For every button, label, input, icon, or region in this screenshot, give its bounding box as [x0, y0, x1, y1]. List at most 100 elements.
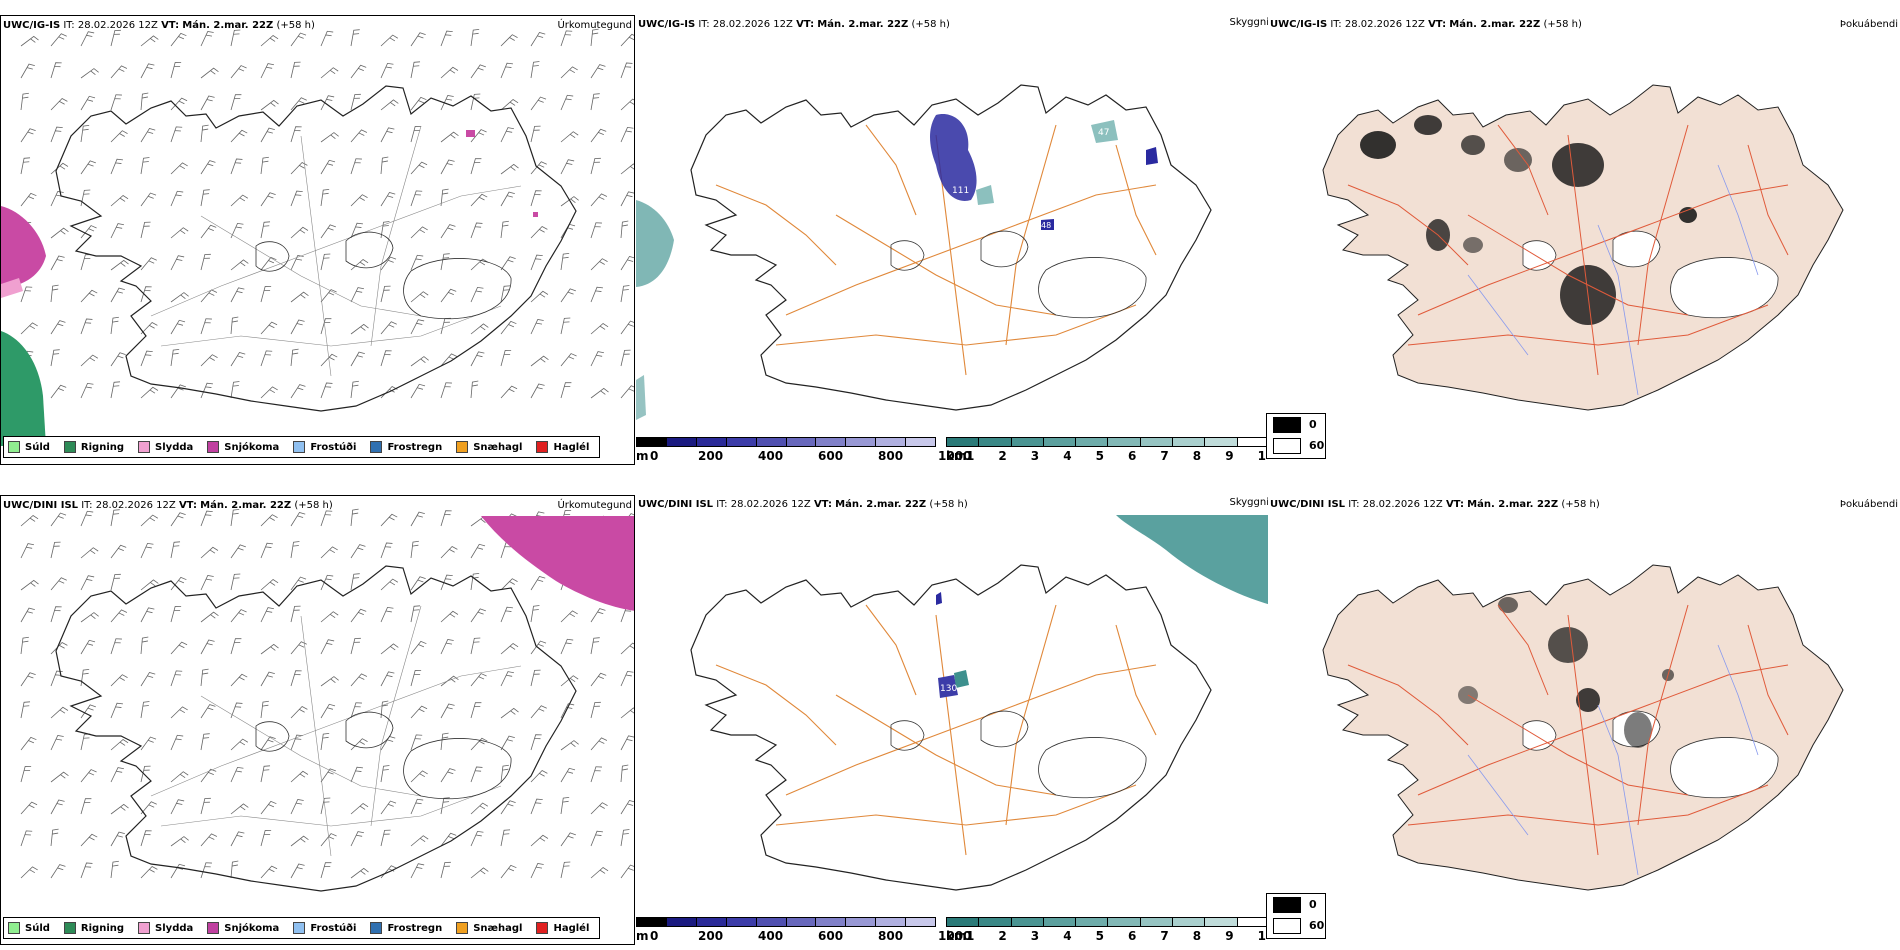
wind-barb: [500, 578, 518, 591]
fog-map-top: [1322, 84, 1844, 411]
wind-barb: [200, 833, 218, 847]
wind-barb: [260, 736, 276, 751]
wind-barb: [350, 508, 359, 527]
wind-barb: [320, 224, 336, 239]
wind-barb: [560, 353, 577, 367]
wind-barb: [200, 733, 210, 751]
wind-barb: [110, 259, 129, 271]
wind-barb: [50, 864, 66, 879]
wind-barb: [620, 642, 634, 655]
wind-barb: [410, 226, 428, 239]
wind-barb: [530, 705, 547, 719]
fog-panel-top: UWC/IG-IS IT: 28.02.2026 12Z VT: Mán. 2.…: [1268, 15, 1900, 465]
wind-barb: [350, 194, 368, 207]
wind-barb: [500, 127, 514, 143]
wind-barb: [50, 33, 67, 47]
panel-header: UWC/IG-IS IT: 28.02.2026 12Z VT: Mán. 2.…: [638, 19, 950, 30]
cloud-base-cell: [846, 438, 877, 446]
wind-barb: [560, 382, 572, 399]
precip-legend-swatch: [293, 441, 306, 453]
wind-barb: [50, 541, 61, 559]
it-value: 28.02.2026 12Z: [77, 20, 158, 31]
wind-barb: [560, 740, 579, 751]
cloud-base-tick-label: 600: [818, 449, 844, 463]
wind-barb: [500, 764, 509, 783]
wind-barb: [560, 317, 571, 335]
wind-barb: [200, 354, 218, 367]
wind-barb: [440, 510, 452, 527]
cloud-base-colorbar: m 0 200 400 600 800 1000: [636, 437, 971, 465]
wind-barb: [80, 31, 95, 47]
wind-barb: [140, 286, 152, 303]
cloud-base-tick-label: 0: [650, 449, 659, 463]
wind-barb: [530, 669, 541, 687]
wind-barb: [110, 94, 122, 111]
cloud-base-cells: [636, 437, 936, 447]
precip-panel-bottom: UWC/DINI ISL IT: 28.02.2026 12Z VT: Mán.…: [0, 495, 635, 945]
wind-barb: [290, 126, 302, 143]
precip-legend-item: Slydda: [138, 922, 193, 934]
wind-barb: [170, 771, 189, 783]
wind-barb: [230, 860, 239, 879]
lead-time: (+58 h): [1543, 19, 1582, 30]
panel-header: UWC/IG-IS IT: 28.02.2026 12Z VT: Mán. 2.…: [3, 20, 315, 31]
precip-legend-label: Snæhagl: [473, 441, 523, 453]
wind-barb: [170, 32, 187, 47]
precip-legend-label: Snæhagl: [473, 922, 523, 934]
wind-barb: [80, 318, 93, 335]
wind-barb: [110, 803, 129, 815]
wind-barb: [200, 160, 216, 175]
wind-barb: [260, 192, 276, 207]
precip-legend-swatch: [456, 922, 469, 934]
wind-barb: [620, 829, 630, 847]
visibility-tick-label: 5: [1095, 449, 1104, 463]
wind-barb: [350, 803, 369, 815]
wind-barb: [530, 834, 549, 847]
wind-barb: [80, 289, 98, 303]
visibility-tick-label: 4: [1063, 449, 1072, 463]
wind-barb: [230, 766, 244, 783]
iceland-outline: [690, 564, 1212, 891]
visibility-cell: [1205, 918, 1238, 926]
wind-barb: [590, 701, 601, 719]
wind-barb: [530, 383, 545, 399]
wind-barb: [470, 323, 489, 335]
wind-barb: [290, 190, 303, 207]
wind-barb: [230, 158, 243, 175]
wind-barb: [470, 351, 485, 367]
wind-barb: [230, 287, 245, 303]
precip-legend-label: Haglél: [553, 922, 590, 934]
vt-label: VT:: [1445, 499, 1464, 510]
model-name: UWC/DINI ISL: [638, 499, 714, 510]
wind-barb: [440, 131, 459, 143]
wind-barb: [320, 862, 332, 879]
wind-barb: [470, 702, 482, 719]
cloud-base-tick-label: 1000: [938, 929, 972, 943]
fog-legend-swatch-high: [1273, 896, 1301, 913]
wind-barb: [170, 670, 183, 687]
wind-barb: [50, 706, 69, 719]
panel-header: UWC/DINI ISL IT: 28.02.2026 12Z VT: Mán.…: [3, 500, 333, 511]
wind-barb: [260, 579, 279, 591]
wind-barb: [380, 829, 391, 847]
wind-barb: [140, 801, 157, 815]
cloud-base-labels: m 0 200 400 600 800 1000: [636, 447, 971, 463]
wind-barb: [80, 833, 98, 847]
wind-barb: [50, 255, 65, 271]
wind-barb: [620, 799, 634, 815]
wind-barb: [620, 33, 634, 47]
precip-legend-swatch: [207, 441, 220, 453]
precip-legend-swatch: [293, 922, 306, 934]
wind-barb: [410, 291, 429, 303]
wind-barb: [440, 639, 454, 655]
visibility-labels: km12345678910: [946, 927, 1271, 943]
wind-barb: [380, 800, 397, 815]
wind-barb: [350, 93, 361, 111]
wind-barb: [170, 706, 188, 719]
precip-legend-swatch: [63, 922, 76, 934]
wind-barb: [380, 350, 392, 367]
wind-barb: [320, 639, 335, 655]
wind-barb: [140, 607, 155, 623]
it-label: IT:: [63, 20, 75, 31]
wind-barb: [20, 766, 32, 783]
